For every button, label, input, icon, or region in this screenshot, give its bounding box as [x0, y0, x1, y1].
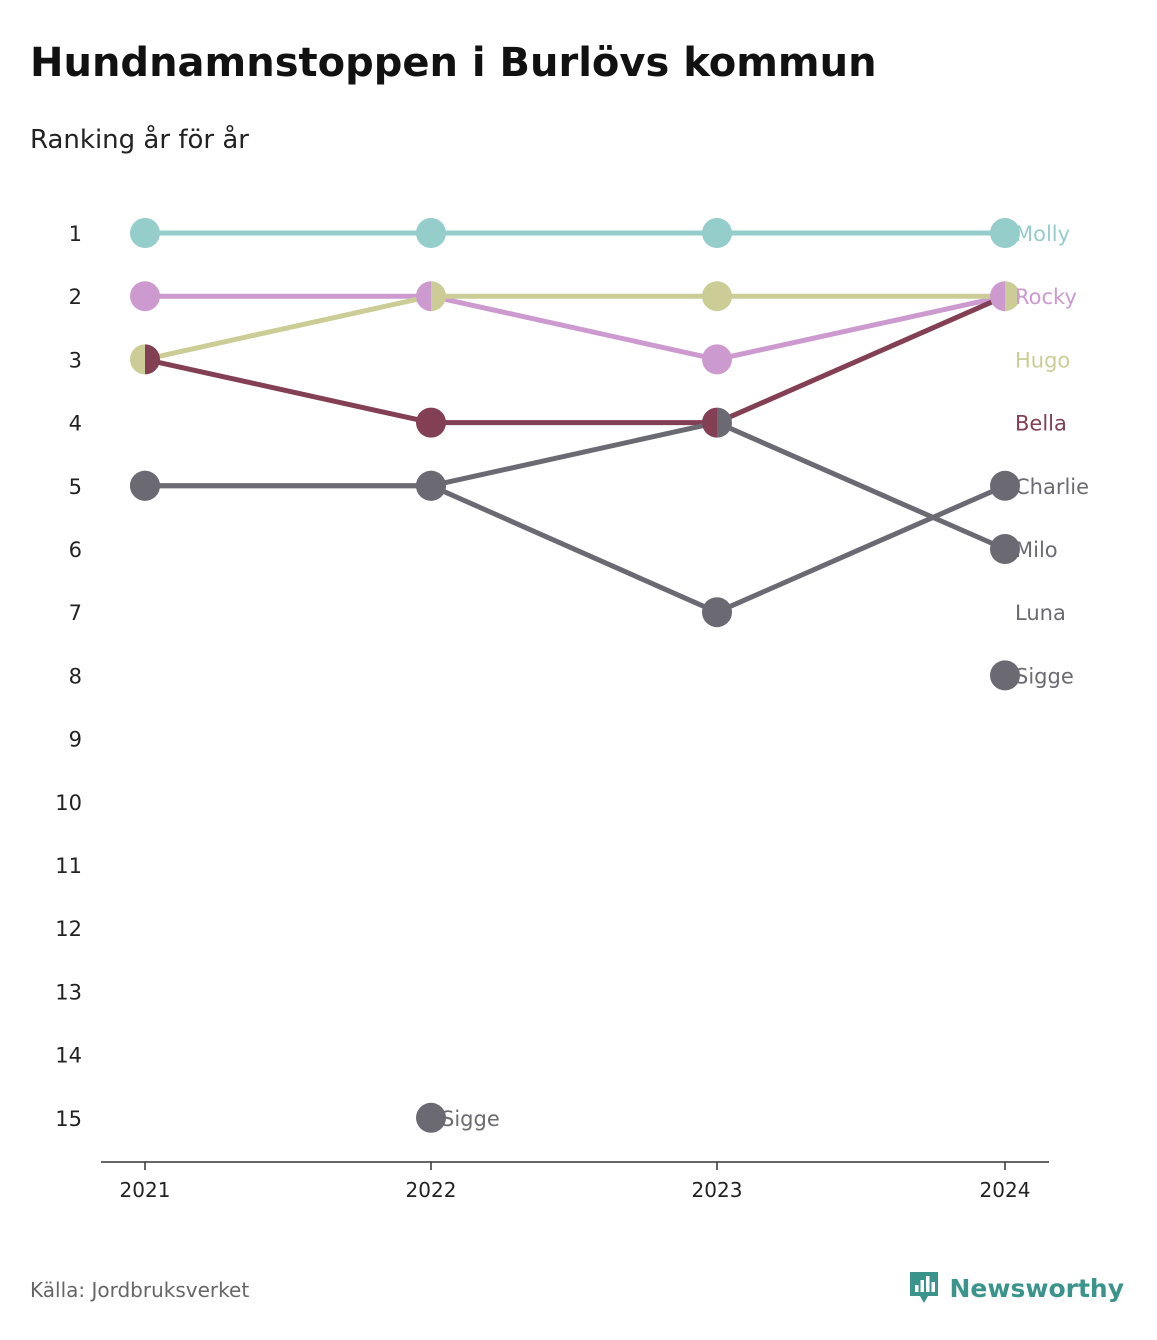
series-end-label-molly: Molly [1015, 222, 1070, 246]
point-milo-2023 [717, 407, 733, 438]
point-molly-2024 [990, 218, 1020, 248]
point-bella-2021 [145, 344, 160, 375]
x-tick-label: 2022 [406, 1178, 457, 1202]
point-rocky-2024 [990, 281, 1005, 312]
point-hugo-2023 [702, 281, 732, 312]
series-end-label-milo: Milo [1015, 538, 1058, 562]
brand: Newsworthy [908, 1270, 1125, 1306]
point-molly-2021 [130, 218, 160, 248]
y-tick-label: 11 [55, 854, 82, 878]
series-line-milo [142, 420, 1008, 552]
point-hugo-2022 [431, 281, 447, 312]
source-note: Källa: Jordbruksverket [30, 1278, 250, 1302]
series-end-label-hugo: Hugo [1015, 348, 1070, 372]
series-end-label-charlie: Charlie [1015, 475, 1089, 499]
y-tick-label: 10 [55, 791, 82, 815]
y-tick-label: 1 [69, 222, 82, 246]
x-tick-label: 2024 [980, 1178, 1031, 1202]
point-molly-2022 [416, 218, 446, 248]
series-line-bella [142, 293, 1008, 426]
y-tick-label: 13 [55, 980, 82, 1004]
newsworthy-logo-icon [909, 1272, 938, 1303]
point-charlie-2024 [990, 470, 1020, 501]
series-line-charlie [142, 483, 1008, 615]
point-molly-2023 [702, 218, 732, 248]
point-milo-2024 [990, 534, 1020, 564]
point-hugo-2021 [130, 344, 145, 375]
y-tick-label: 5 [69, 475, 82, 499]
series-end-label-bella: Bella [1015, 412, 1067, 436]
series-line-hugo [142, 293, 1008, 362]
y-tick-label: 12 [55, 917, 82, 941]
y-tick-label: 14 [55, 1044, 82, 1068]
point-milo-2021 [130, 470, 160, 501]
y-tick-label: 6 [69, 538, 82, 562]
point-hugo-2024 [1005, 281, 1020, 312]
point-rocky-2021 [130, 281, 160, 312]
point-milo-2022 [416, 470, 446, 501]
series-end-label-rocky: Rocky [1015, 285, 1077, 309]
brand-name: Newsworthy [949, 1273, 1125, 1303]
point-sigge-2024 [990, 660, 1020, 691]
point-sigge-2022 [416, 1102, 446, 1133]
x-tick-label: 2021 [120, 1178, 171, 1202]
point-rocky-2023 [702, 344, 732, 375]
point-charlie-2023 [702, 597, 732, 628]
x-tick-label: 2023 [692, 1178, 743, 1202]
y-tick-label: 2 [69, 285, 82, 309]
series-end-label-sigge: Sigge [1015, 664, 1074, 688]
y-tick-label: 15 [55, 1107, 82, 1131]
chart-subtitle: Ranking år för år [30, 125, 249, 155]
y-tick-label: 9 [69, 728, 82, 752]
series-end-label-luna: Luna [1015, 601, 1066, 625]
point-rocky-2022 [416, 281, 431, 312]
y-tick-label: 4 [69, 412, 82, 436]
y-tick-label: 7 [69, 601, 82, 625]
point-bella-2023 [702, 407, 717, 438]
point-bella-2022 [416, 407, 446, 438]
y-tick-label: 3 [69, 348, 82, 372]
series-line-rocky [142, 293, 1008, 362]
chart-title: Hundnamnstoppen i Burlövs kommun [30, 40, 877, 86]
point-label-sigge: Sigge [441, 1107, 500, 1131]
y-tick-label: 8 [69, 664, 82, 688]
